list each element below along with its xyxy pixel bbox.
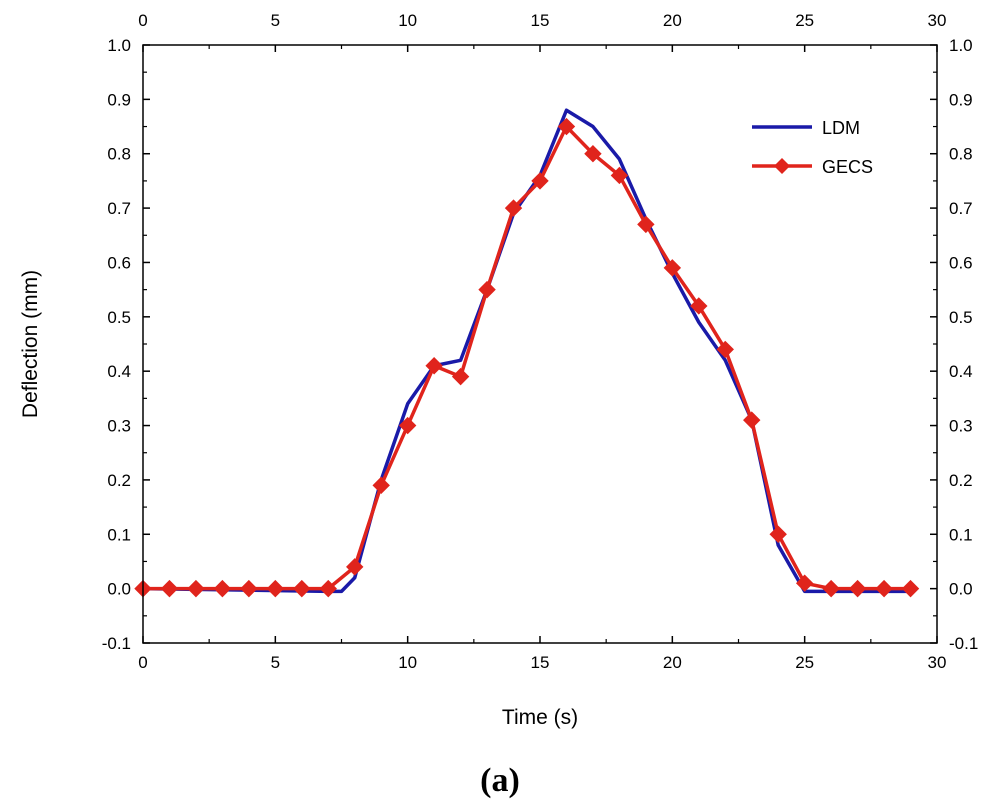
data-point-gecs	[663, 259, 682, 277]
data-point-gecs	[504, 199, 523, 217]
y-tick-label-left: 0.1	[107, 525, 131, 544]
x-tick-label-top: 25	[795, 11, 814, 30]
y-tick-label-left: 0.5	[107, 308, 131, 327]
x-tick-label-bottom: 20	[663, 653, 682, 672]
x-tick-label-bottom: 10	[398, 653, 417, 672]
y-tick-label-right: 0.9	[949, 90, 973, 109]
y-tick-label-right: -0.1	[949, 634, 978, 653]
data-point-gecs	[319, 579, 337, 598]
y-tick-label-right: 0.1	[949, 525, 973, 544]
data-point-gecs	[769, 525, 787, 543]
plot-frame	[142, 44, 938, 644]
x-tick-label-bottom: 5	[271, 653, 280, 672]
data-point-gecs	[187, 579, 205, 598]
y-tick-label-right: 0.0	[949, 580, 973, 599]
y-tick-label-left: -0.1	[102, 634, 131, 653]
y-tick-label-right: 0.2	[949, 471, 973, 490]
y-tick-label-left: 0.4	[107, 362, 131, 381]
data-point-gecs	[346, 558, 364, 576]
data-point-gecs	[266, 579, 285, 598]
y-tick-label-left: 0.8	[107, 145, 131, 164]
data-point-gecs	[875, 579, 893, 598]
data-point-gecs	[557, 117, 576, 136]
data-point-gecs	[690, 297, 708, 315]
y-tick-label-right: 0.5	[949, 308, 973, 327]
x-axis-title: Time (s)	[502, 706, 578, 729]
series-line-gecs	[143, 124, 911, 591]
data-point-gecs	[213, 579, 232, 598]
y-axis-title: Deflection (mm)	[19, 270, 42, 418]
x-tick-label-top: 15	[531, 11, 550, 30]
x-tick-label-bottom: 15	[531, 653, 550, 672]
y-tick-label-right: 0.4	[949, 362, 973, 381]
legend-marker-gecs	[774, 158, 790, 174]
data-point-gecs	[160, 579, 179, 598]
data-point-gecs	[372, 476, 390, 495]
y-tick-label-left: 0.3	[107, 417, 131, 436]
data-point-gecs	[531, 172, 549, 190]
data-point-gecs	[584, 145, 602, 163]
x-tick-label-top: 20	[663, 11, 682, 30]
legend-label-gecs: GECS	[822, 157, 873, 177]
figure-caption: (a)	[480, 762, 520, 799]
data-point-gecs	[240, 579, 258, 598]
series-line-ldm	[142, 108, 911, 594]
data-point-gecs	[795, 574, 814, 592]
y-tick-label-left: 0.6	[107, 253, 131, 272]
y-tick-label-right: 0.6	[949, 253, 973, 272]
x-tick-label-bottom: 0	[138, 653, 147, 672]
y-tick-label-right: 0.3	[949, 417, 973, 436]
legend: LDM GECS	[752, 118, 873, 177]
x-tick-label-top: 5	[271, 11, 280, 30]
y-tick-label-left: 0.0	[107, 580, 131, 599]
legend-label-ldm: LDM	[822, 118, 860, 138]
data-point-gecs	[610, 166, 629, 185]
x-tick-label-top: 30	[928, 11, 947, 30]
data-point-gecs	[478, 280, 496, 299]
x-tick-label-top: 10	[398, 11, 417, 30]
x-tick-label-bottom: 25	[795, 653, 814, 672]
x-tick-label-bottom: 30	[928, 653, 947, 672]
y-tick-label-left: 1.0	[107, 36, 131, 55]
data-point-gecs	[398, 416, 417, 435]
x-tick-label-top: 0	[138, 11, 147, 30]
data-point-gecs	[901, 579, 920, 598]
y-tick-label-right: 1.0	[949, 36, 973, 55]
y-tick-label-right: 0.8	[949, 145, 973, 164]
data-point-gecs	[425, 357, 443, 375]
y-tick-label-left: 0.7	[107, 199, 131, 218]
y-tick-label-right: 0.7	[949, 199, 973, 218]
data-point-gecs	[848, 579, 867, 598]
data-point-gecs	[743, 411, 761, 429]
data-point-gecs	[451, 367, 470, 386]
data-point-gecs	[293, 579, 311, 598]
y-tick-label-left: 0.9	[107, 90, 131, 109]
y-tick-label-left: 0.2	[107, 471, 131, 490]
data-point-gecs	[716, 340, 734, 359]
data-point-gecs	[637, 215, 655, 234]
data-point-gecs	[822, 579, 840, 598]
series-layer	[134, 108, 920, 598]
